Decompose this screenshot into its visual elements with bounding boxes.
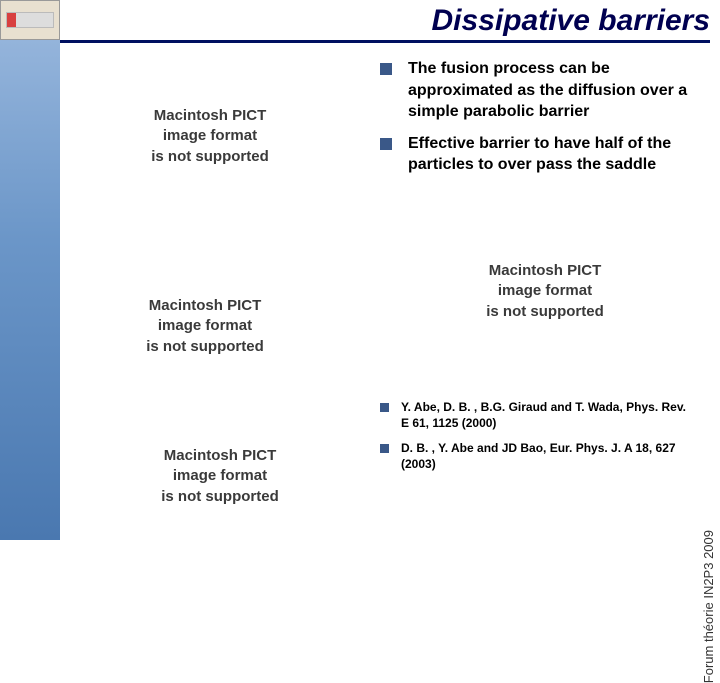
left-blue-strip [0, 40, 60, 540]
main-bullet-list: The fusion process can be approximated a… [380, 58, 700, 186]
square-bullet-icon [380, 403, 389, 412]
list-item: Y. Abe, D. B. , B.G. Giraud and T. Wada,… [380, 400, 690, 431]
bullet-text: Effective barrier to have half of the pa… [408, 133, 700, 176]
pict-line: image format [158, 317, 252, 334]
pict-line: Macintosh PICT [149, 297, 262, 314]
pict-placeholder: Macintosh PICT image format is not suppo… [425, 255, 665, 328]
logo-box [0, 0, 60, 40]
reference-bullet-list: Y. Abe, D. B. , B.G. Giraud and T. Wada,… [380, 400, 690, 482]
page-title: Dissipative barriers [60, 4, 710, 43]
pict-line: Macintosh PICT [489, 262, 602, 279]
pict-line: is not supported [486, 303, 604, 320]
list-item: Effective barrier to have half of the pa… [380, 133, 700, 176]
reference-text: D. B. , Y. Abe and JD Bao, Eur. Phys. J.… [401, 441, 690, 472]
pict-placeholder: Macintosh PICT image format is not suppo… [100, 440, 340, 513]
left-sidebar [0, 0, 60, 540]
ganil-logo [6, 12, 54, 28]
list-item: The fusion process can be approximated a… [380, 58, 700, 123]
pict-line: image format [173, 467, 267, 484]
pict-line: image format [498, 282, 592, 299]
pict-placeholder: Macintosh PICT image format is not suppo… [90, 100, 330, 173]
pict-placeholder: Macintosh PICT image format is not suppo… [85, 290, 325, 363]
square-bullet-icon [380, 63, 392, 75]
pict-line: is not supported [151, 148, 269, 165]
bullet-text: The fusion process can be approximated a… [408, 58, 700, 123]
square-bullet-icon [380, 138, 392, 150]
right-vertical-label: Forum théorie IN2P3 2009 [701, 530, 716, 683]
pict-line: image format [163, 127, 257, 144]
square-bullet-icon [380, 444, 389, 453]
reference-text: Y. Abe, D. B. , B.G. Giraud and T. Wada,… [401, 400, 690, 431]
list-item: D. B. , Y. Abe and JD Bao, Eur. Phys. J.… [380, 441, 690, 472]
pict-line: is not supported [146, 338, 264, 355]
pict-line: Macintosh PICT [154, 107, 267, 124]
pict-line: Macintosh PICT [164, 447, 277, 464]
pict-line: is not supported [161, 488, 279, 505]
